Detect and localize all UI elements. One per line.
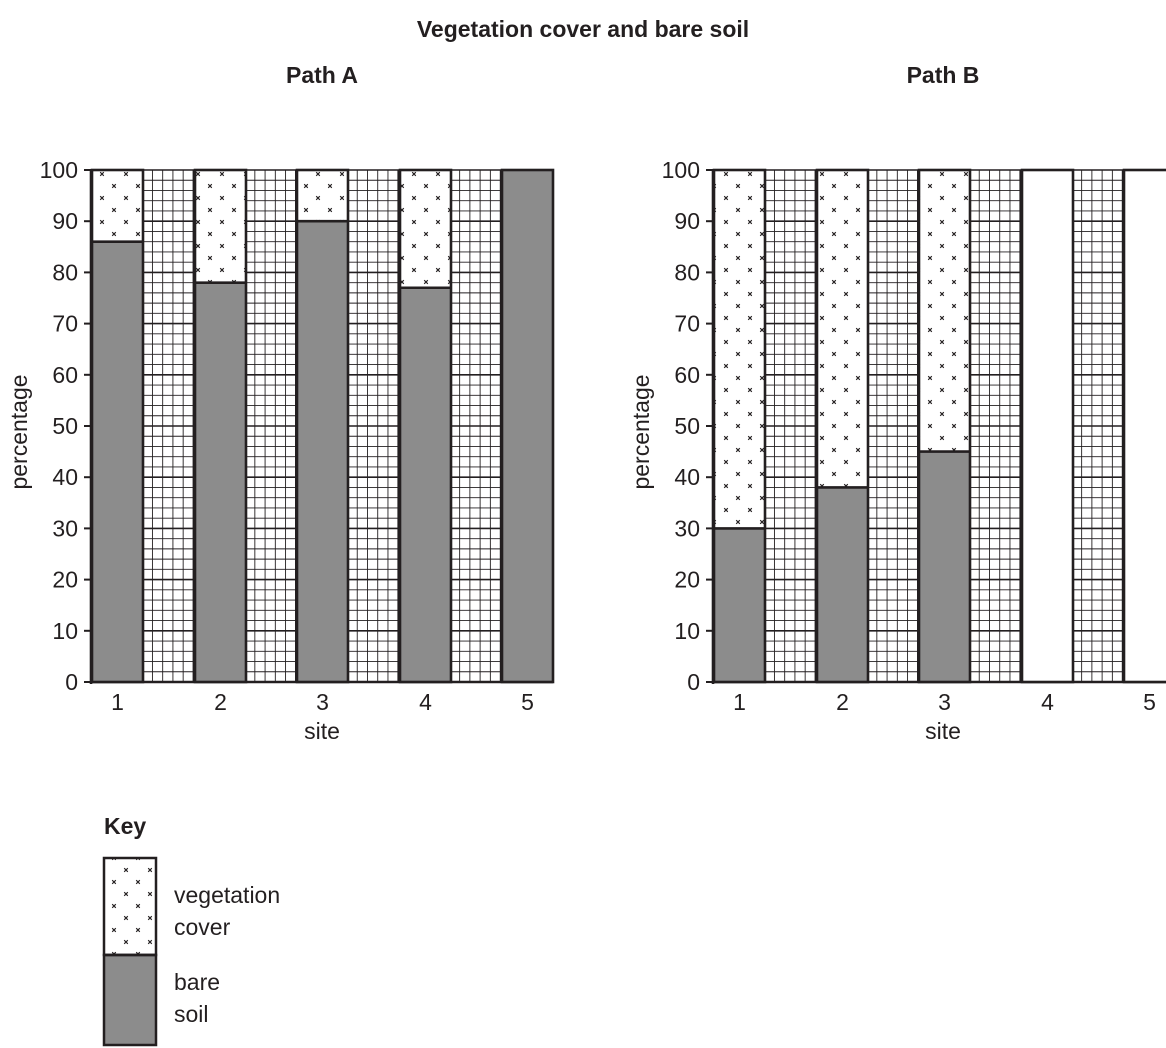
y-axis-label: percentage: [6, 374, 32, 489]
x-tick-label: 5: [521, 689, 534, 715]
bar-outline-site-3: [295, 168, 350, 684]
legend-title: Key: [104, 813, 146, 839]
legend: Key vegetation cover bare soil: [102, 813, 280, 1047]
y-tick-label: 40: [674, 464, 700, 490]
bar-vegetation-cover-site-2: [195, 170, 246, 283]
bar-bare-soil-site-4: [400, 287, 451, 682]
bar-bare-soil-site-3: [297, 221, 348, 682]
y-tick-label: 70: [674, 311, 700, 337]
y-tick-label: 50: [674, 413, 700, 439]
x-tick-label: 3: [316, 689, 329, 715]
y-tick-label: 60: [674, 362, 700, 388]
bar-outline-site-1: [90, 168, 145, 684]
x-tick-label: 4: [1041, 689, 1054, 715]
y-tick-label: 80: [674, 259, 700, 285]
legend-label-bare-1: bare: [174, 969, 220, 995]
bar-outline-site-4: [1020, 168, 1075, 684]
legend-label-bare-2: soil: [174, 1001, 209, 1027]
y-tick-label: 70: [52, 311, 78, 337]
bar-outline-site-2: [193, 168, 248, 684]
bar-bare-soil-site-2: [195, 282, 246, 682]
y-tick-label: 0: [65, 669, 78, 695]
bar-vegetation-cover-site-4: [400, 170, 451, 288]
y-tick-label: 100: [40, 157, 78, 183]
y-tick-label: 20: [674, 567, 700, 593]
chart-path-b: Path B 0 10 20 30 40 50 60 70 80 90 100 1 2 3 4 5 site per…: [628, 62, 1166, 744]
bar-vegetation-cover-site-2: [817, 170, 868, 488]
legend-label-vegetation-2: cover: [174, 914, 231, 940]
y-tick-label: 90: [52, 208, 78, 234]
bar-bare-soil-site-2: [817, 487, 868, 682]
y-tick-label: 80: [52, 259, 78, 285]
x-tick-label: 1: [733, 689, 746, 715]
bar-outline-site-3: [917, 168, 972, 684]
x-axis-label: site: [925, 718, 961, 744]
x-tick-label: 4: [419, 689, 432, 715]
x-axis-label: site: [304, 718, 340, 744]
y-tick-label: 10: [674, 618, 700, 644]
y-tick-label: 60: [52, 362, 78, 388]
bar-bare-soil-site-3: [919, 451, 970, 682]
bar-outline-site-4: [398, 168, 453, 684]
legend-swatch-bare-soil: [102, 953, 158, 1047]
x-tick-label: 1: [111, 689, 124, 715]
bar-outline-site-2: [815, 168, 870, 684]
bar-vegetation-cover-site-1: [92, 170, 143, 242]
bar-bare-soil-site-5: [502, 170, 553, 682]
y-tick-label: 40: [52, 464, 78, 490]
y-tick-label: 10: [52, 618, 78, 644]
chart-title: Path B: [907, 62, 980, 88]
y-tick-label: 50: [52, 413, 78, 439]
bar-vegetation-cover-site-1: [714, 170, 765, 529]
chart-title: Path A: [286, 62, 358, 88]
bar-bare-soil-site-1: [714, 528, 765, 682]
bar-outline-site-5: [1122, 168, 1166, 684]
bar-bare-soil-site-1: [92, 241, 143, 682]
bar-vegetation-cover-site-3: [297, 170, 348, 222]
figure-title: Vegetation cover and bare soil: [417, 16, 749, 42]
x-tick-label: 5: [1143, 689, 1156, 715]
y-tick-label: 30: [52, 515, 78, 541]
y-tick-label: 20: [52, 567, 78, 593]
y-tick-label: 100: [662, 157, 700, 183]
x-tick-label: 3: [938, 689, 951, 715]
x-tick-label: 2: [214, 689, 227, 715]
bar-outline-site-5: [500, 168, 555, 684]
bar-outline-site-1: [712, 168, 767, 684]
bar-vegetation-cover-site-3: [919, 170, 970, 452]
y-axis-label: percentage: [628, 374, 654, 489]
legend-label-vegetation-1: vegetation: [174, 882, 280, 908]
y-tick-label: 30: [674, 515, 700, 541]
y-tick-label: 0: [687, 669, 700, 695]
y-tick-label: 90: [674, 208, 700, 234]
chart-path-a: Path A 0 10 20 30 40 50 60 70 80 90 100 1 2 3 4 5 site per…: [6, 62, 555, 744]
legend-swatch-vegetation-cover: [102, 856, 158, 957]
x-tick-label: 2: [836, 689, 849, 715]
